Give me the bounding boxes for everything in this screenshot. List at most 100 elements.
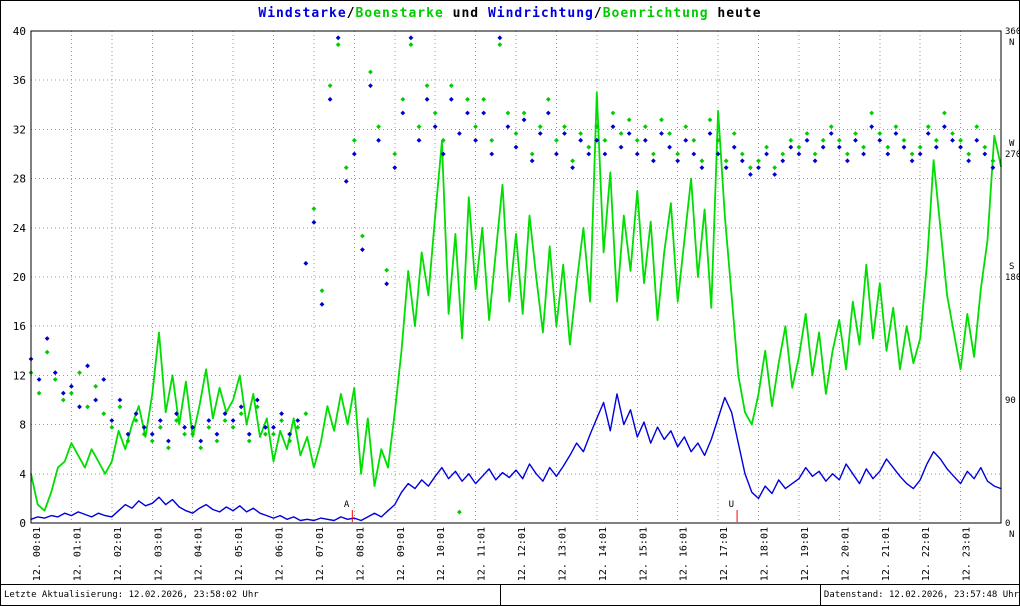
direction-point — [214, 438, 220, 444]
direction-point — [392, 151, 398, 157]
direction-point — [497, 35, 503, 41]
direction-point — [214, 431, 220, 437]
direction-point — [44, 349, 50, 355]
direction-point — [513, 144, 519, 150]
direction-point — [634, 151, 640, 157]
direction-point — [287, 431, 293, 437]
direction-point — [675, 151, 681, 157]
direction-point — [457, 131, 462, 136]
direction-point — [723, 165, 729, 171]
right-tick-label: 360 — [1005, 27, 1020, 37]
direction-point — [149, 438, 155, 444]
direction-point — [925, 131, 931, 136]
direction-point — [586, 151, 592, 157]
direction-point — [101, 411, 107, 417]
direction-point — [642, 137, 648, 143]
direction-point — [141, 424, 147, 430]
direction-point — [610, 110, 616, 116]
direction-point — [117, 397, 123, 403]
direction-point — [271, 424, 276, 430]
direction-point — [901, 137, 907, 143]
direction-point — [715, 137, 721, 143]
direction-point — [457, 509, 462, 515]
direction-point — [723, 158, 729, 164]
direction-point — [537, 131, 543, 136]
direction-point — [659, 131, 664, 136]
direction-point — [408, 35, 414, 41]
left-tick-label: 40 — [13, 25, 26, 38]
title-segment: / — [593, 6, 603, 21]
direction-point — [699, 165, 705, 171]
direction-point — [263, 424, 268, 430]
direction-point — [141, 431, 147, 437]
direction-point — [618, 144, 624, 150]
direction-point — [707, 131, 713, 136]
direction-point — [376, 124, 381, 130]
direction-point — [950, 131, 955, 136]
direction-point — [845, 151, 850, 157]
direction-point — [376, 137, 381, 143]
direction-point — [489, 151, 495, 157]
direction-point — [893, 131, 899, 136]
compass-label: W — [1009, 139, 1015, 149]
x-tick-label: 12. 20:01 — [840, 527, 851, 581]
left-tick-label: 0 — [19, 517, 26, 530]
direction-point — [642, 124, 648, 130]
left-tick-label: 4 — [19, 468, 26, 481]
direction-point — [942, 110, 947, 116]
direction-point — [360, 233, 365, 239]
direction-point — [691, 151, 697, 157]
direction-point — [182, 431, 187, 437]
direction-point — [554, 137, 559, 143]
x-tick-label: 12. 19:01 — [800, 527, 811, 581]
direction-point — [424, 83, 430, 89]
windrichtung-points — [28, 35, 996, 444]
plot-border — [30, 30, 1002, 524]
direction-point — [109, 424, 115, 430]
direction-point — [343, 165, 349, 171]
direction-point — [279, 418, 284, 423]
direction-point — [327, 96, 333, 102]
direction-point — [820, 144, 826, 150]
direction-point — [828, 131, 834, 136]
compass-label: N — [1009, 38, 1014, 48]
direction-point — [877, 131, 883, 136]
x-tick-label: 12. 11:01 — [477, 527, 488, 581]
direction-point — [117, 404, 123, 410]
direction-point — [788, 144, 794, 150]
x-tick-label: 12. 16:01 — [679, 527, 690, 581]
direction-point — [626, 131, 632, 136]
direction-point — [125, 438, 131, 444]
direction-point — [942, 124, 947, 130]
windstarke-line — [30, 393, 1002, 522]
direction-point — [432, 110, 438, 116]
direction-point — [820, 137, 826, 143]
x-tick-label: 12. 04:01 — [194, 527, 205, 581]
direction-point — [909, 158, 915, 164]
right-tick-label: 90 — [1005, 396, 1016, 406]
direction-point — [562, 124, 567, 130]
direction-point — [982, 144, 988, 150]
direction-point — [109, 418, 115, 423]
direction-point — [311, 219, 317, 225]
left-tick-label: 20 — [13, 271, 26, 284]
compass-label: S — [1009, 262, 1014, 272]
direction-point — [230, 418, 236, 423]
sun-marker-label: A — [344, 500, 350, 510]
direction-point — [764, 144, 769, 150]
direction-point — [424, 96, 430, 102]
direction-point — [190, 424, 196, 430]
title-segment: heute — [708, 6, 762, 21]
direction-point — [545, 96, 551, 102]
direction-point — [974, 124, 980, 130]
direction-point — [505, 124, 511, 130]
direction-point — [360, 247, 365, 253]
x-tick-label: 12. 15:01 — [638, 527, 649, 581]
direction-point — [440, 137, 446, 143]
direction-point — [368, 83, 373, 89]
direction-point — [893, 124, 899, 130]
direction-point — [917, 151, 923, 157]
direction-point — [319, 301, 325, 307]
